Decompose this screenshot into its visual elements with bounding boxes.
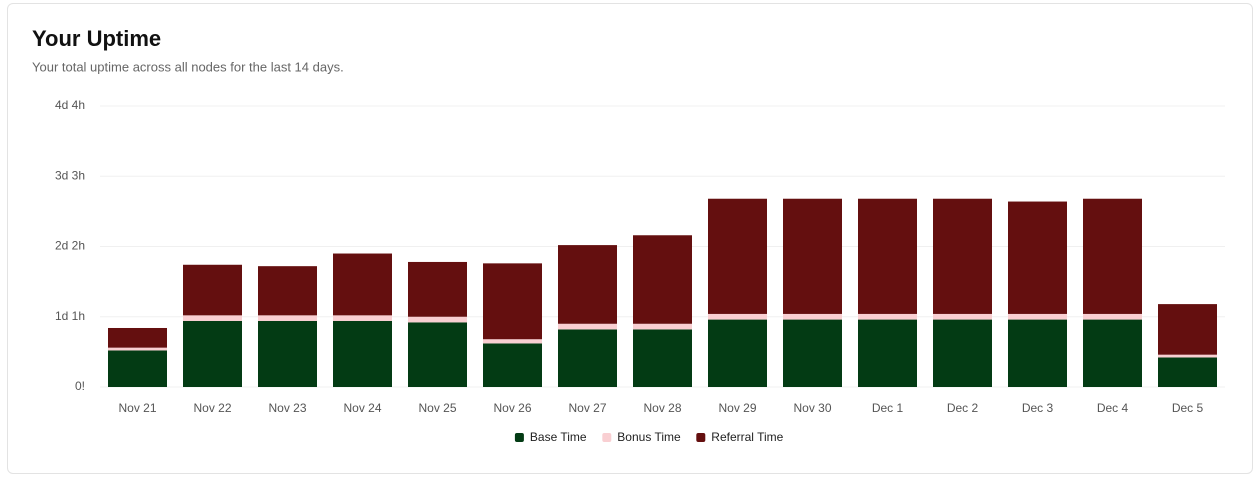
bar-segment xyxy=(858,198,917,314)
card xyxy=(7,3,1253,474)
bar-segment xyxy=(483,339,542,344)
x-tick-label: Nov 27 xyxy=(568,401,606,415)
bar-segment xyxy=(483,343,542,387)
y-tick-label: 4d 4h xyxy=(55,98,85,112)
y-tick-label: 2d 2h xyxy=(55,239,85,253)
bar-segment xyxy=(558,329,617,387)
bar-segment xyxy=(1158,304,1217,355)
bar-segment xyxy=(333,320,392,387)
x-tick-label: Nov 30 xyxy=(793,401,831,415)
x-tick-label: Dec 3 xyxy=(1022,401,1054,415)
bar-segment xyxy=(183,320,242,387)
legend-label: Bonus Time xyxy=(617,430,681,444)
bar-segment xyxy=(633,235,692,324)
bar-segment xyxy=(258,315,317,321)
bar-segment xyxy=(333,253,392,316)
bar-segment xyxy=(558,245,617,324)
bar-segment xyxy=(183,315,242,321)
legend-swatch xyxy=(602,433,612,442)
bar-segment xyxy=(1008,313,1067,320)
x-tick-label: Nov 23 xyxy=(268,401,306,415)
bar-segment xyxy=(933,198,992,314)
x-tick-label: Nov 28 xyxy=(643,401,681,415)
bar-segment xyxy=(408,322,467,387)
x-tick-label: Nov 21 xyxy=(118,401,156,415)
legend-label: Base Time xyxy=(530,430,587,444)
bar-segment xyxy=(258,320,317,387)
bar-segment xyxy=(1158,354,1217,358)
bar-segment xyxy=(933,313,992,320)
bar-segment xyxy=(108,327,167,348)
x-tick-label: Dec 2 xyxy=(947,401,979,415)
x-tick-label: Nov 26 xyxy=(493,401,531,415)
x-tick-label: Dec 5 xyxy=(1172,401,1204,415)
bar-segment xyxy=(108,347,167,351)
x-tick-label: Dec 4 xyxy=(1097,401,1129,415)
bar-segment xyxy=(1008,319,1067,387)
y-tick-label: 1d 1h xyxy=(55,309,85,323)
x-tick-label: Dec 1 xyxy=(872,401,904,415)
x-tick-label: Nov 24 xyxy=(343,401,381,415)
bar-segment xyxy=(783,319,842,387)
bar-segment xyxy=(708,198,767,314)
legend-swatch xyxy=(514,433,524,442)
bar-segment xyxy=(708,319,767,387)
bar-segment xyxy=(1158,357,1217,387)
bar-segment xyxy=(783,198,842,314)
bar-segment xyxy=(933,319,992,387)
bar-segment xyxy=(858,319,917,387)
y-tick-label: 0! xyxy=(75,379,85,393)
y-tick-label: 3d 3h xyxy=(55,168,85,182)
bar-segment xyxy=(1083,313,1142,320)
bar-segment xyxy=(1083,319,1142,387)
bar-segment xyxy=(858,313,917,320)
x-tick-label: Nov 29 xyxy=(718,401,756,415)
bar-segment xyxy=(558,323,617,330)
bar-segment xyxy=(1008,201,1067,314)
bar-segment xyxy=(333,315,392,321)
bar-segment xyxy=(1083,198,1142,314)
chart-subtitle: Your total uptime across all nodes for t… xyxy=(32,59,344,74)
bar-segment xyxy=(783,313,842,320)
x-tick-label: Nov 25 xyxy=(418,401,456,415)
bar-segment xyxy=(633,323,692,330)
bar-segment xyxy=(183,264,242,316)
bar-segment xyxy=(708,313,767,320)
bar-segment xyxy=(108,350,167,387)
bar-segment xyxy=(408,316,467,323)
bar-segment xyxy=(408,261,467,317)
bar-segment xyxy=(258,266,317,316)
chart-title: Your Uptime xyxy=(32,26,161,51)
bar-segment xyxy=(633,329,692,387)
x-tick-label: Nov 22 xyxy=(193,401,231,415)
bar-segment xyxy=(483,263,542,340)
legend-swatch xyxy=(696,433,706,442)
legend-label: Referral Time xyxy=(711,430,783,444)
